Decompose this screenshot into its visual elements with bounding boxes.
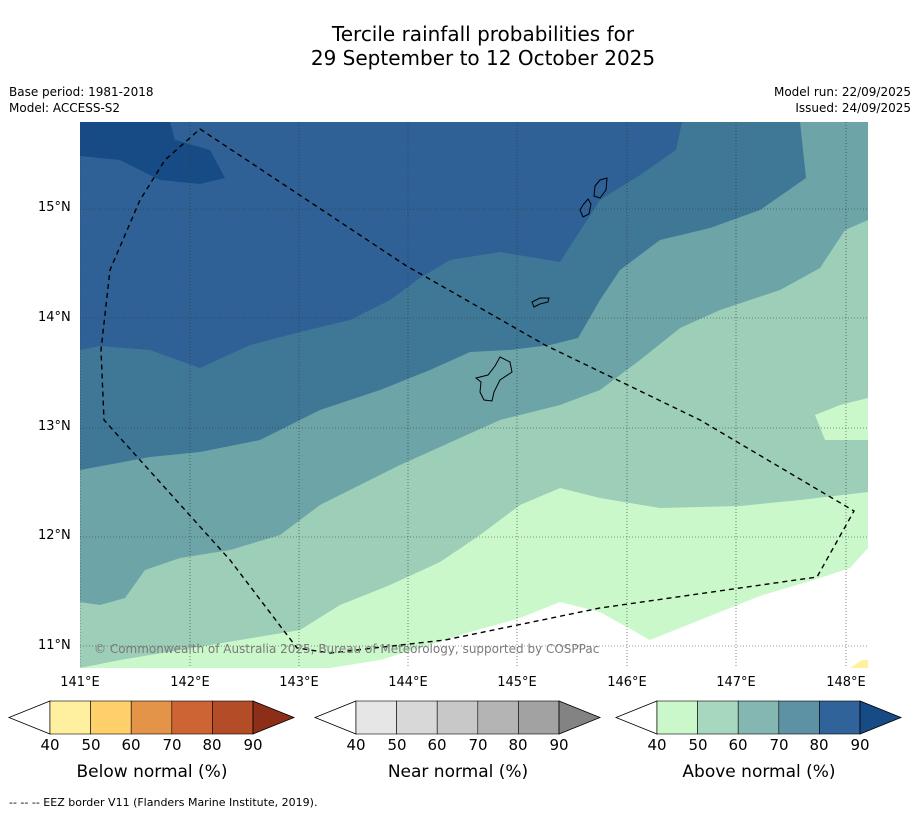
meta-left: Base period: 1981-2018 Model: ACCESS-S2 [9,84,154,116]
lat-label-15: 15°N [38,200,71,215]
cbar-above-tick-60: 60 [728,736,748,754]
colorbar-near-max-arrow [558,700,602,735]
colorbars [7,700,903,735]
colorbar-below-segment-70 [171,700,213,735]
colorbar-below-segment-60 [130,700,173,735]
cbar-near-tick-50: 50 [387,736,407,754]
cbar-below-tick-60: 60 [121,736,141,754]
eez-border [100,128,855,654]
island-guam [474,356,513,402]
cbar-near-tick-90: 90 [549,736,569,754]
cbar-above-tick-90: 90 [850,736,870,754]
cbar-below-tick-50: 50 [81,736,101,754]
cbar-above-tick-50: 50 [688,736,708,754]
colorbar-title-above: Above normal (%) [682,762,836,782]
lat-label-12: 12°N [38,528,71,543]
cbar-above-tick-80: 80 [809,736,829,754]
colorbar-above-segment-50 [697,700,739,735]
lon-label-144: 144°E [388,675,428,690]
cbar-near-tick-80: 80 [508,736,528,754]
colorbar-below-min-arrow [7,700,51,735]
island-rota [531,297,550,308]
meta-right: Model run: 22/09/2025 Issued: 24/09/2025 [774,84,911,116]
contour-below-corner [850,660,868,668]
island-saipan [593,177,608,199]
colorbar-above-segment-80 [819,700,861,735]
lat-label-13: 13°N [38,419,71,434]
title-line-2: 29 September to 12 October 2025 [310,46,656,70]
base-period: Base period: 1981-2018 [9,85,154,99]
title-line-1: Tercile rainfall probabilities for [331,22,635,46]
cbar-below-tick-80: 80 [202,736,222,754]
island-tinian [579,198,592,218]
colorbar-below-segment-80 [212,700,254,735]
cbar-near-tick-40: 40 [346,736,366,754]
colorbar-near-segment-80 [518,700,560,735]
contour-above-90 [80,122,682,368]
lat-label-14: 14°N [38,310,71,325]
colorbar-near-segment-60 [436,700,479,735]
model-name: Model: ACCESS-S2 [9,101,121,115]
lon-label-146: 146°E [607,675,647,690]
cbar-above-tick-70: 70 [769,736,789,754]
colorbar-above-min-arrow [614,700,658,735]
contour-top-dark [80,122,225,184]
colorbar-above-segment-60 [737,700,780,735]
cbar-above-tick-40: 40 [647,736,667,754]
colorbar-near-segment-70 [477,700,519,735]
cbar-near-tick-60: 60 [427,736,447,754]
lon-label-145: 145°E [497,675,537,690]
islands [474,177,608,402]
probability-contours [80,122,868,668]
colorbar-title-below: Below normal (%) [76,762,228,782]
colorbar-near-segment-40 [355,700,397,735]
cbar-near-tick-70: 70 [468,736,488,754]
gridlines [80,122,868,668]
lon-label-147: 147°E [716,675,756,690]
contour-right-light [815,398,868,440]
lat-label-11: 11°N [38,638,71,653]
cbar-below-tick-90: 90 [243,736,263,754]
colorbar-title-near: Near normal (%) [387,762,529,782]
lon-label-143: 143°E [279,675,319,690]
cbar-below-tick-40: 40 [40,736,60,754]
colorbar-near-min-arrow [313,700,357,735]
eez-footnote: -- -- -- EEZ border V11 (Flanders Marine… [9,796,318,809]
model-run: Model run: 22/09/2025 [773,85,911,99]
copyright-notice: © Commonwealth of Australia 2025, Bureau… [94,642,600,656]
colorbar-near-segment-50 [396,700,438,735]
colorbar-below-segment-50 [90,700,132,735]
lon-label-141: 141°E [60,675,100,690]
colorbar-below-max-arrow [252,700,296,735]
colorbar-above-segment-70 [778,700,820,735]
issued-date: Issued: 24/09/2025 [795,101,911,115]
colorbar-above-segment-40 [656,700,698,735]
colorbar-above-max-arrow [859,700,903,735]
lon-label-142: 142°E [170,675,210,690]
cbar-below-tick-70: 70 [162,736,182,754]
lon-label-148: 148°E [826,675,866,690]
map-title: Tercile rainfall probabilities for 29 Se… [0,22,919,70]
colorbar-below-segment-40 [49,700,91,735]
